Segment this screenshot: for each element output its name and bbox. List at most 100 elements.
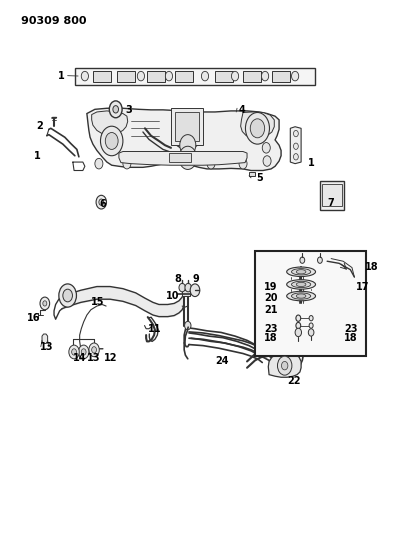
Ellipse shape	[172, 120, 202, 149]
Circle shape	[100, 126, 123, 156]
Circle shape	[262, 142, 270, 153]
Circle shape	[123, 158, 130, 169]
Ellipse shape	[308, 323, 312, 328]
Polygon shape	[290, 127, 301, 164]
Circle shape	[201, 71, 208, 81]
Ellipse shape	[295, 322, 300, 329]
Circle shape	[294, 328, 301, 337]
Text: 21: 21	[263, 305, 277, 315]
Bar	[175, 112, 198, 141]
Text: 5: 5	[255, 173, 262, 183]
Bar	[117, 71, 134, 83]
Ellipse shape	[286, 292, 315, 301]
Text: 22: 22	[286, 376, 300, 386]
Circle shape	[277, 356, 291, 375]
Circle shape	[137, 71, 144, 81]
Text: 17: 17	[355, 281, 369, 292]
Ellipse shape	[291, 269, 310, 275]
Circle shape	[165, 71, 172, 81]
Bar	[271, 71, 289, 83]
Text: 9: 9	[192, 274, 199, 284]
Circle shape	[249, 119, 264, 138]
Bar	[175, 71, 192, 83]
Text: 18: 18	[364, 262, 378, 271]
Text: 10: 10	[166, 290, 179, 301]
Bar	[248, 172, 254, 176]
Circle shape	[89, 343, 99, 357]
Polygon shape	[87, 108, 280, 171]
Bar	[181, 290, 189, 295]
Circle shape	[81, 349, 86, 355]
Circle shape	[43, 301, 47, 306]
Circle shape	[78, 345, 89, 359]
Text: 8: 8	[174, 274, 181, 284]
Circle shape	[179, 284, 185, 292]
Circle shape	[183, 151, 192, 164]
Circle shape	[96, 195, 106, 209]
Text: 16: 16	[27, 313, 40, 323]
Bar	[254, 251, 365, 356]
Circle shape	[40, 297, 49, 310]
Circle shape	[63, 289, 72, 302]
Circle shape	[69, 345, 79, 359]
Ellipse shape	[296, 282, 305, 287]
Ellipse shape	[295, 315, 300, 321]
Text: 23: 23	[343, 324, 356, 334]
Circle shape	[231, 71, 238, 81]
Circle shape	[81, 71, 88, 81]
Text: 11: 11	[147, 324, 161, 334]
Circle shape	[185, 284, 191, 292]
Polygon shape	[92, 111, 128, 135]
Text: 24: 24	[215, 357, 228, 367]
Polygon shape	[119, 151, 246, 165]
Text: 4: 4	[239, 106, 245, 115]
Text: 20: 20	[263, 293, 277, 303]
Ellipse shape	[308, 316, 312, 321]
Text: 1: 1	[58, 70, 65, 80]
Bar	[147, 71, 164, 83]
Circle shape	[71, 349, 76, 355]
Circle shape	[293, 131, 298, 137]
Text: 19: 19	[263, 281, 277, 292]
Ellipse shape	[291, 293, 310, 299]
Text: 3: 3	[125, 106, 131, 115]
Circle shape	[317, 257, 322, 263]
Bar	[171, 108, 202, 145]
Circle shape	[184, 321, 190, 330]
Ellipse shape	[286, 280, 315, 289]
Bar	[75, 68, 314, 85]
Text: 6: 6	[99, 199, 105, 209]
Polygon shape	[240, 112, 274, 138]
Circle shape	[261, 71, 268, 81]
Circle shape	[299, 257, 304, 263]
Circle shape	[245, 112, 269, 144]
Text: 12: 12	[103, 353, 117, 364]
Circle shape	[293, 154, 298, 160]
Circle shape	[207, 158, 215, 169]
Text: 14: 14	[72, 353, 86, 364]
Bar	[243, 71, 260, 83]
Ellipse shape	[286, 267, 315, 277]
Ellipse shape	[296, 294, 305, 298]
Bar	[322, 184, 341, 206]
Text: 1: 1	[307, 158, 314, 168]
Text: 2: 2	[36, 121, 43, 131]
Text: 13: 13	[40, 342, 53, 352]
Circle shape	[262, 156, 271, 166]
Bar	[93, 71, 111, 83]
Text: 18: 18	[263, 333, 277, 343]
Circle shape	[95, 158, 102, 169]
Text: 15: 15	[91, 297, 104, 308]
Circle shape	[239, 158, 246, 169]
Polygon shape	[268, 353, 301, 377]
Circle shape	[109, 101, 122, 118]
Circle shape	[190, 284, 199, 296]
Ellipse shape	[177, 125, 196, 144]
Text: 13: 13	[87, 353, 100, 364]
Circle shape	[179, 135, 195, 156]
Circle shape	[281, 361, 287, 370]
Text: 90309 800: 90309 800	[21, 16, 86, 26]
Text: 1: 1	[34, 151, 41, 161]
Bar	[319, 181, 343, 209]
Circle shape	[307, 329, 313, 336]
